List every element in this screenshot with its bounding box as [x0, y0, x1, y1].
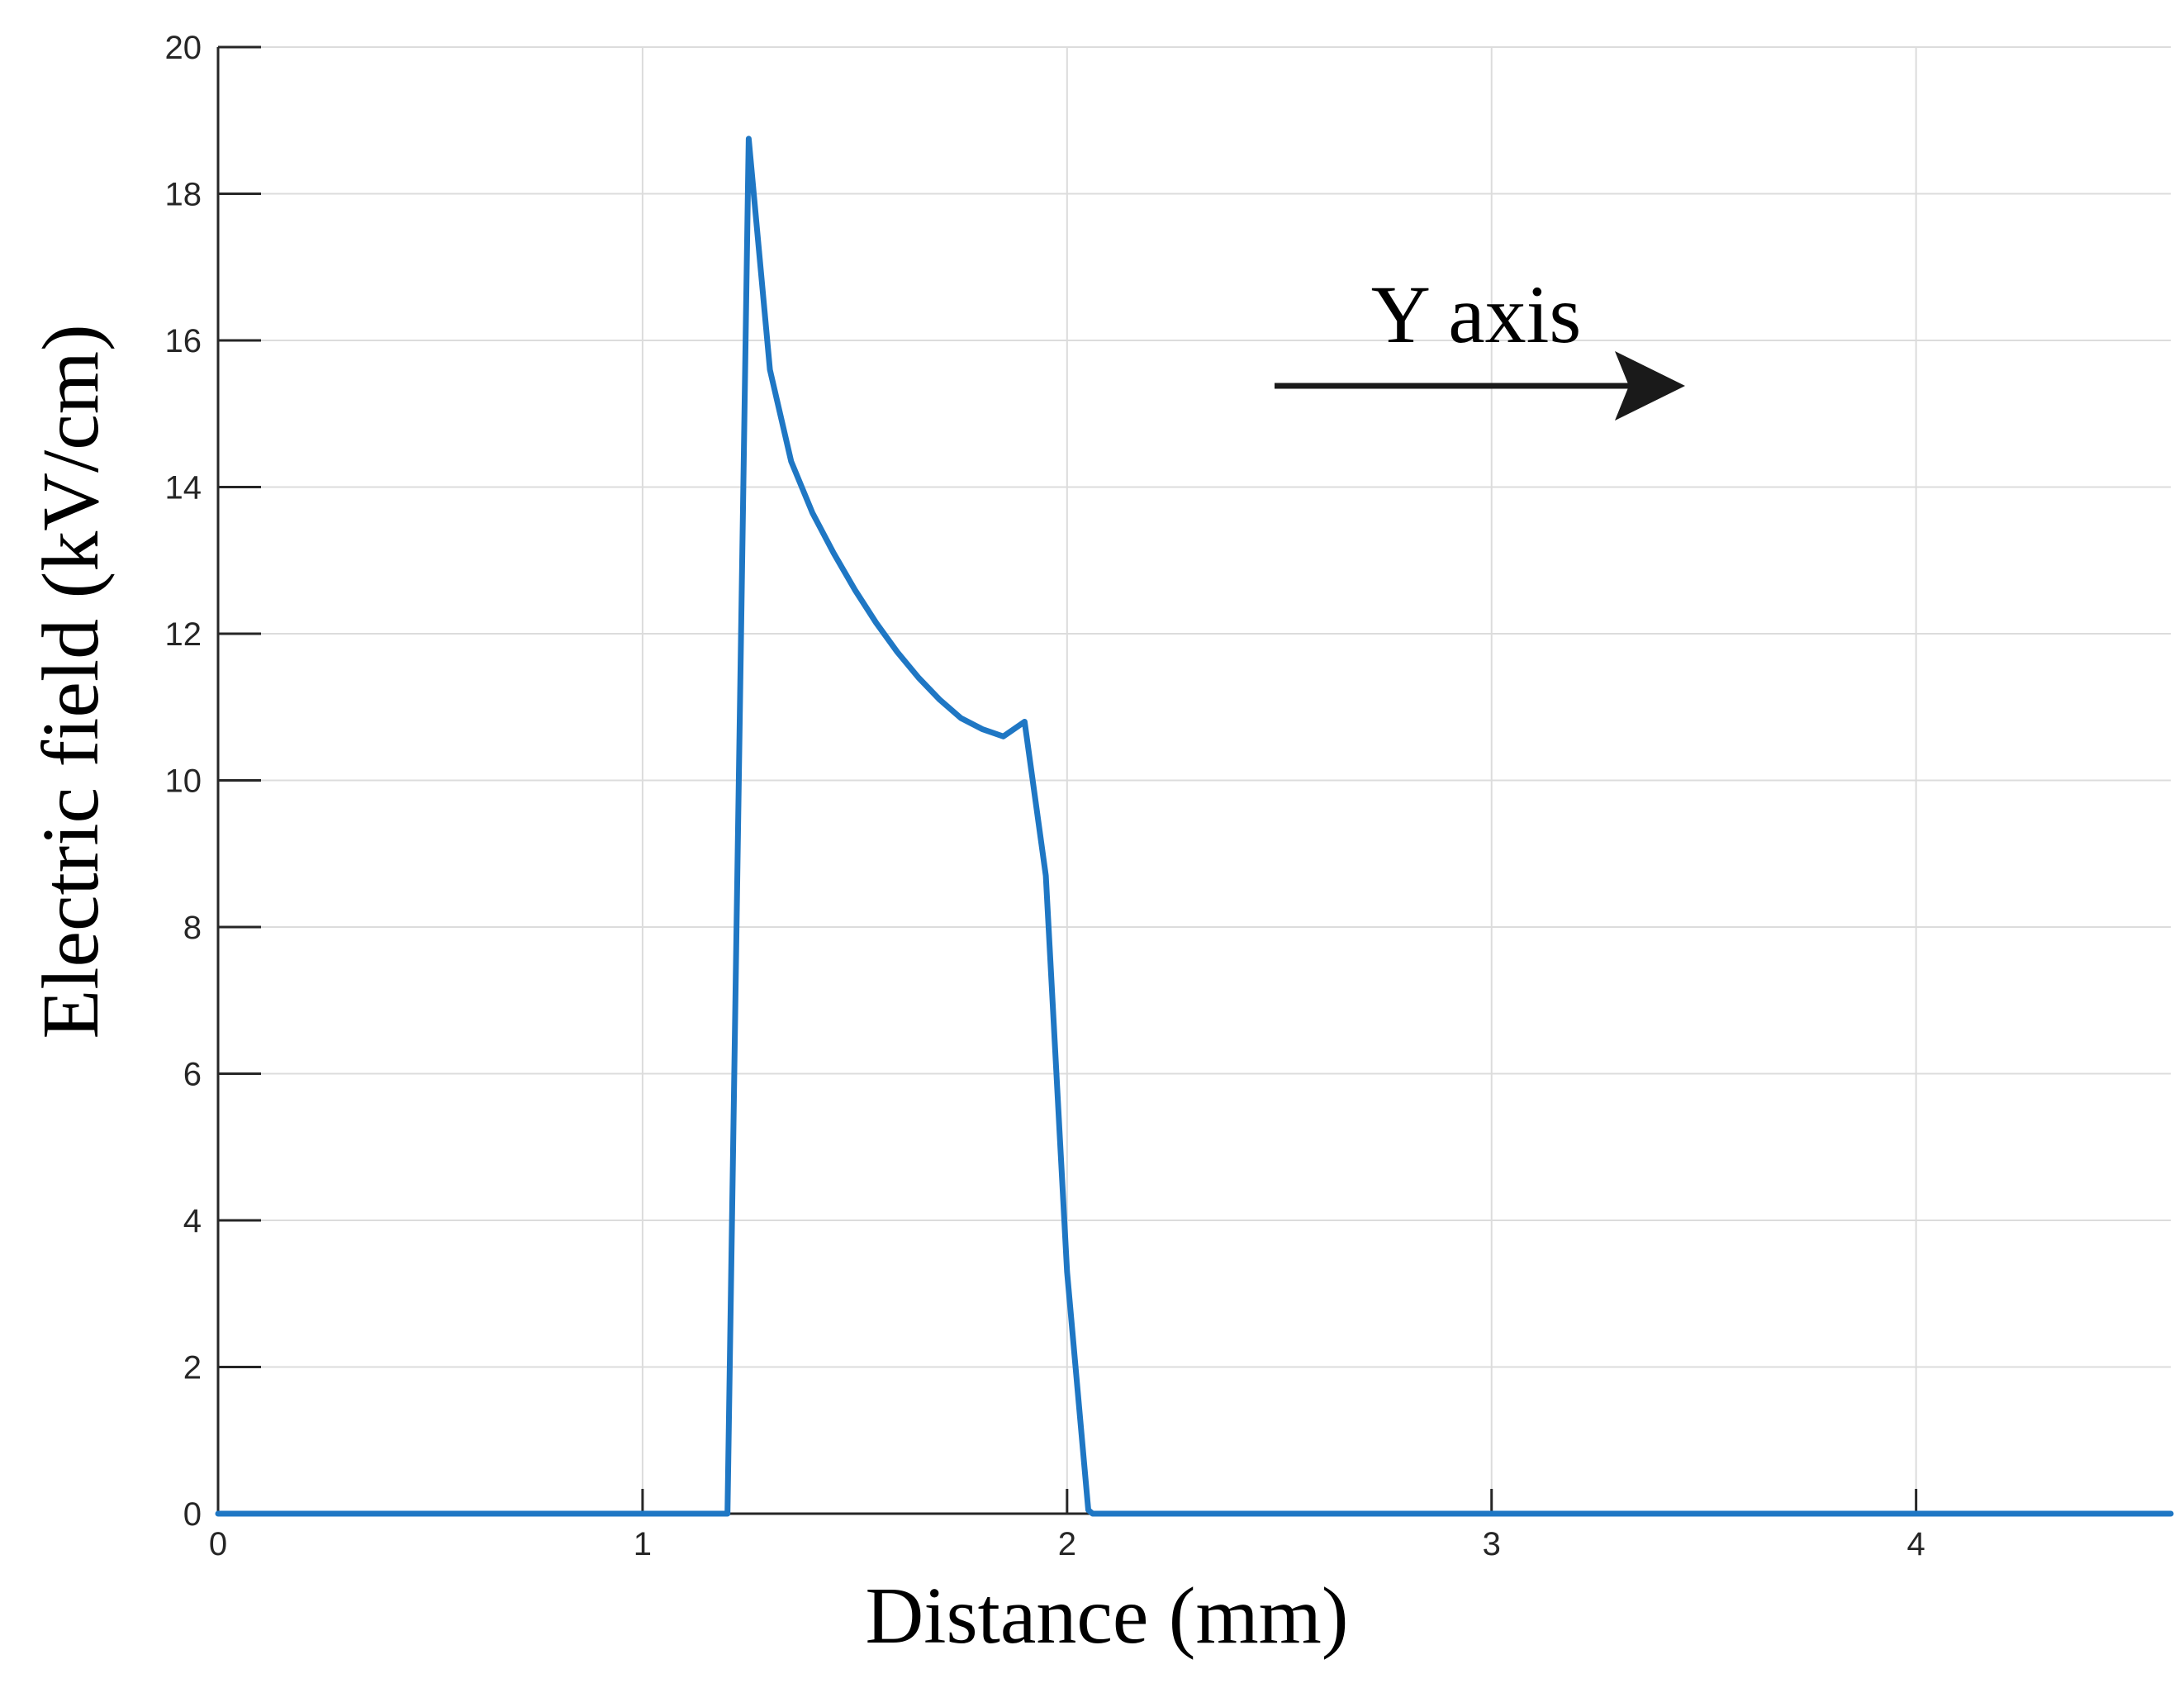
y-tick-label: 8	[183, 910, 202, 946]
series-layer	[215, 136, 2174, 1517]
x-tick-label: 4	[1907, 1526, 1925, 1562]
arrow-right-icon	[1615, 351, 1685, 421]
y-axis-annotation: Y axis	[1275, 269, 1685, 421]
x-tick-label: 3	[1483, 1526, 1501, 1562]
series-line	[215, 136, 2174, 1517]
y-tick-label: 12	[165, 616, 202, 653]
annotation-label: Y axis	[1371, 269, 1582, 360]
x-tick-label: 2	[1058, 1526, 1076, 1562]
y-axis-title: Electric field (kV/cm)	[26, 324, 116, 1039]
y-tick-label: 14	[165, 470, 202, 506]
grid-layer	[218, 46, 2171, 1514]
y-tick-label: 0	[183, 1496, 202, 1533]
y-tick-label: 4	[183, 1203, 202, 1239]
y-tick-label: 20	[165, 30, 202, 66]
x-tick-label: 0	[209, 1526, 227, 1562]
y-tick-label: 16	[165, 323, 202, 359]
y-tick-label: 2	[183, 1350, 202, 1386]
x-axis-title: Distance (mm)	[865, 1572, 1348, 1661]
y-tick-label: 10	[165, 763, 202, 800]
y-tick-label: 18	[165, 177, 202, 213]
y-tick-label: 6	[183, 1057, 202, 1093]
x-tick-label: 1	[634, 1526, 652, 1562]
